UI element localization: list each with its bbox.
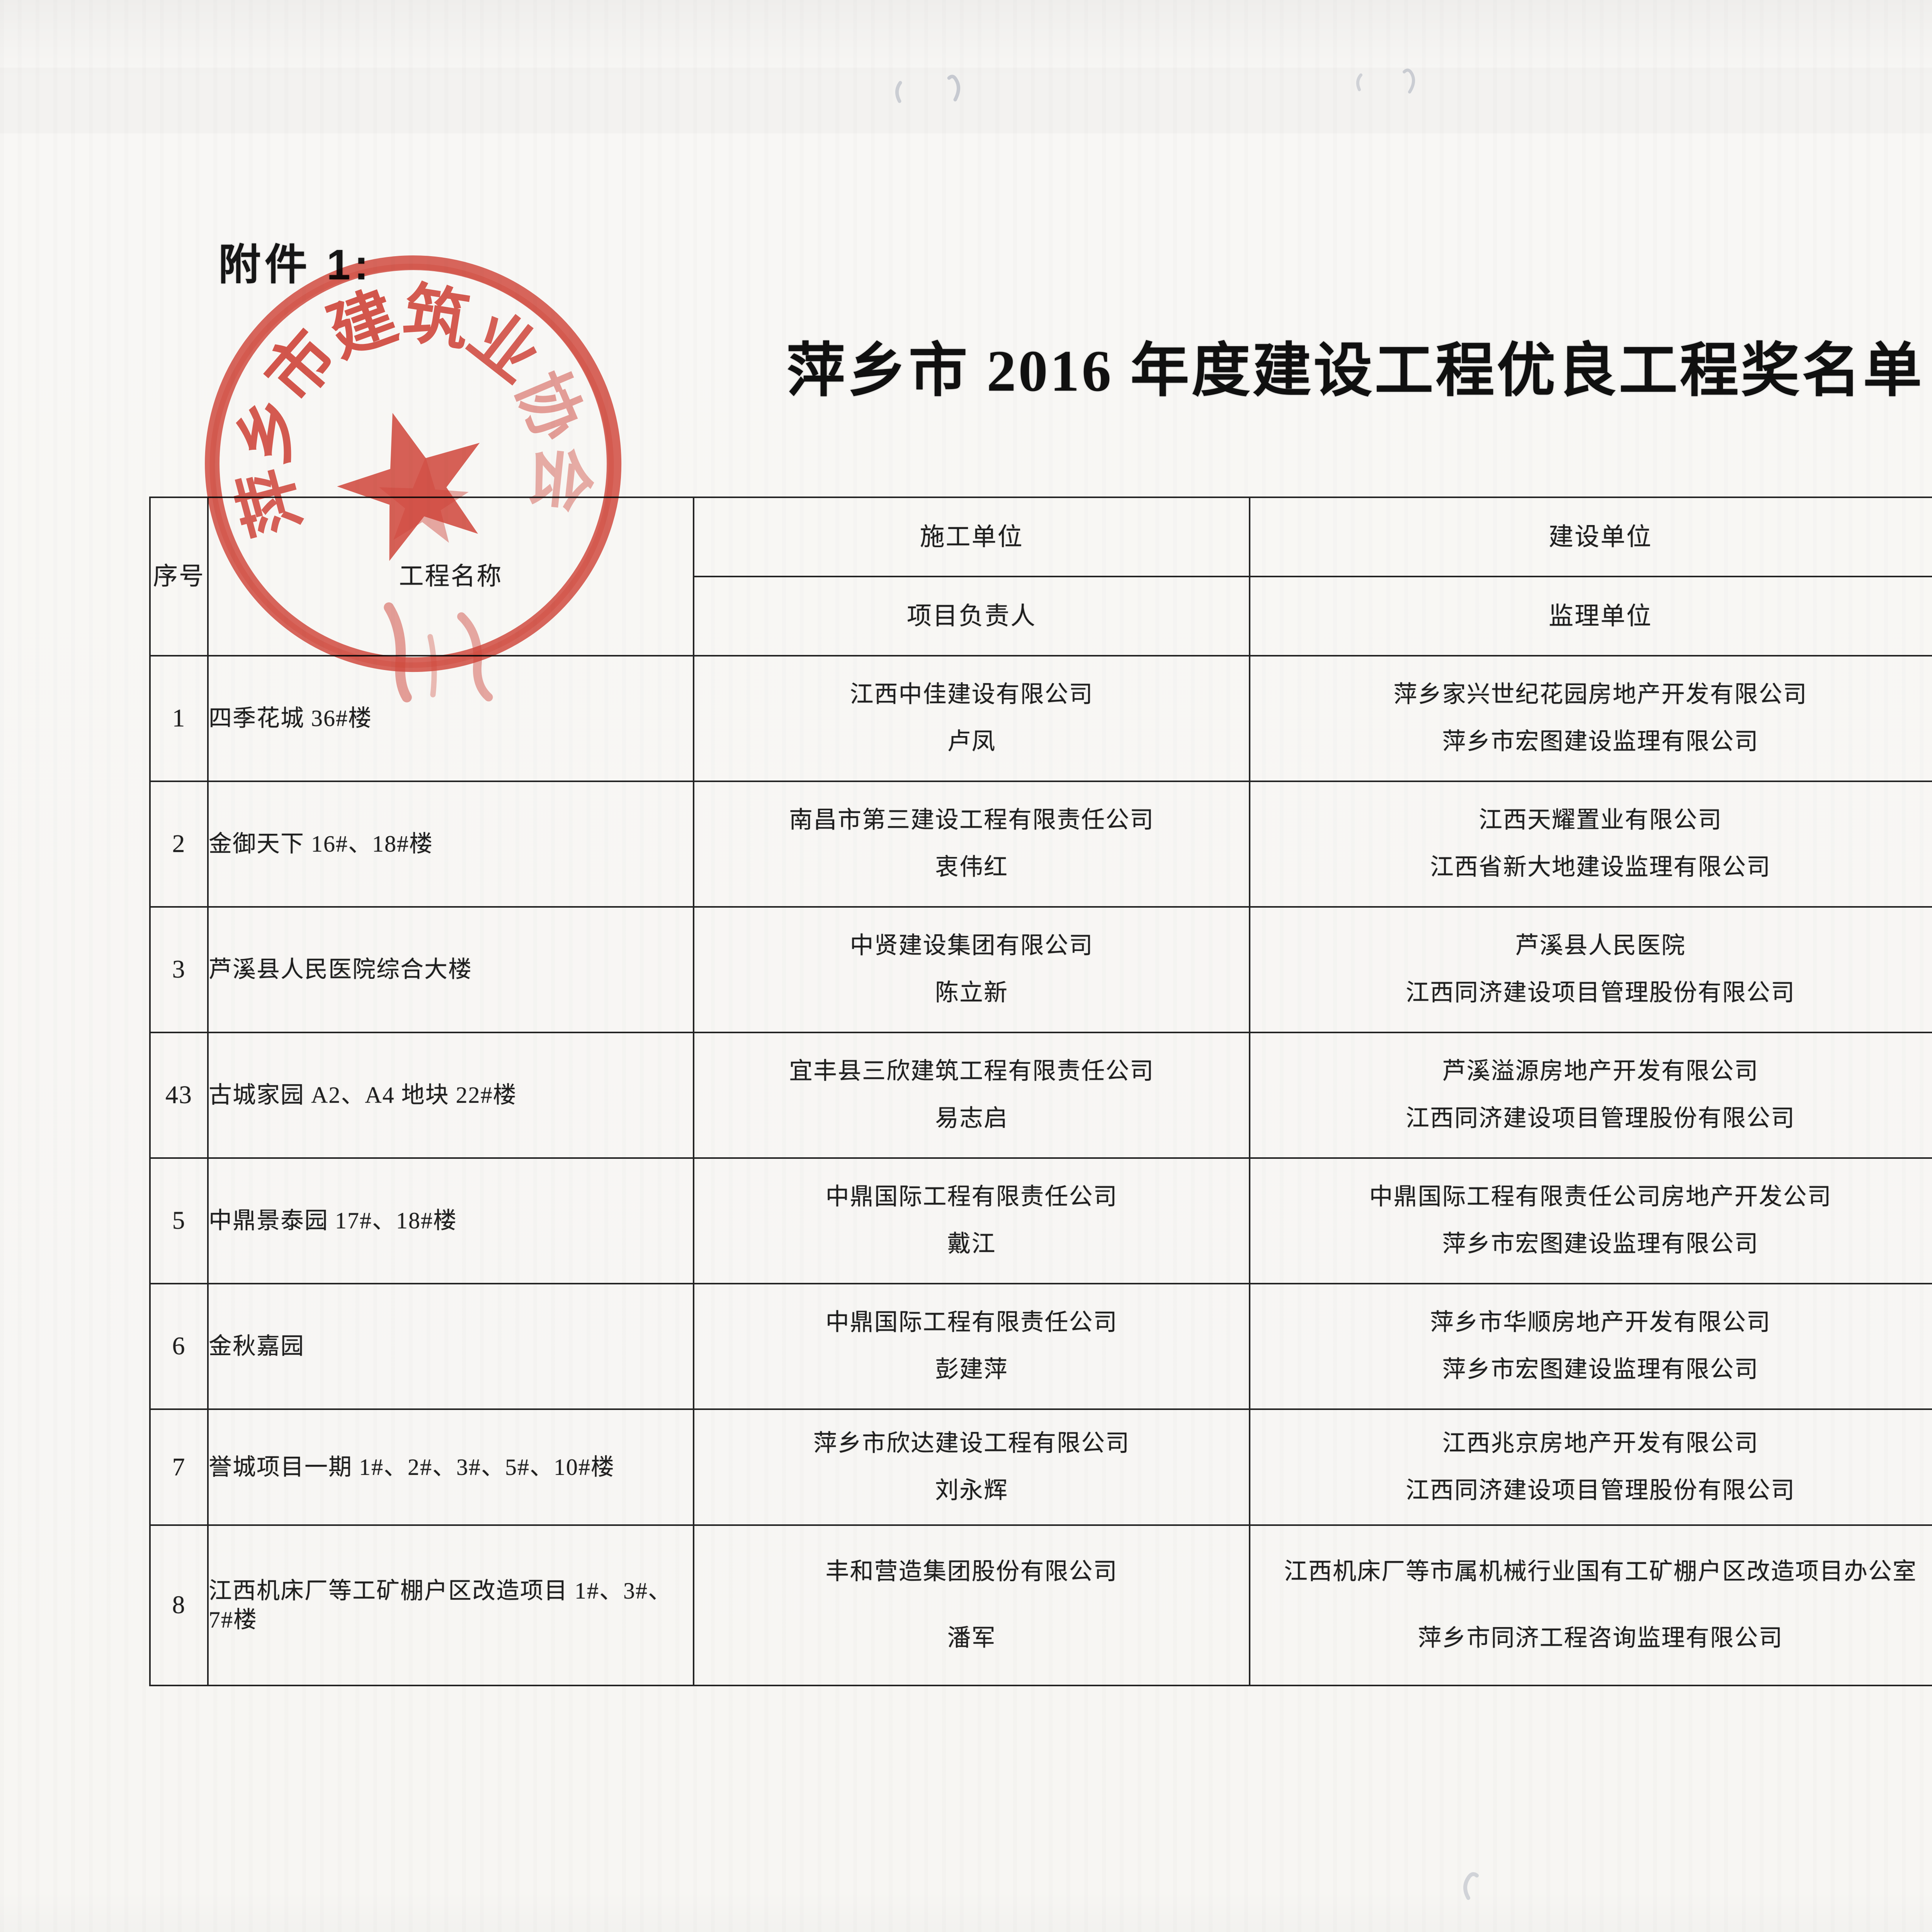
builder-name: 萍乡市华顺房地产开发有限公司 <box>1430 1310 1771 1336</box>
builder-name: 萍乡家兴世纪花园房地产开发有限公司 <box>1393 682 1808 708</box>
manager-name: 彭建萍 <box>935 1357 1008 1383</box>
builder-name: 江西兆京房地产开发有限公司 <box>1442 1430 1759 1456</box>
attachment-label: 附件 1: <box>218 241 372 289</box>
cell-constructor-manager: 宜丰县三欣建筑工程有限责任公司 易志启 <box>693 1032 1250 1159</box>
header-constructor: 施工单位 <box>693 497 1250 577</box>
pencil-mark <box>1463 1872 1479 1900</box>
cell-constructor-manager: 南昌市第三建设工程有限责任公司 衷伟红 <box>693 781 1250 908</box>
table-row: 5 中鼎景泰园 17#、18#楼 中鼎国际工程有限责任公司 戴江 中鼎国际工程有… <box>149 1157 1932 1284</box>
cell-project-name: 江西机床厂等工矿棚户区改造项目 1#、3#、7#楼 <box>207 1524 694 1686</box>
cell-project-name: 金秋嘉园 <box>207 1283 694 1410</box>
constructor-name: 中贤建设集团有限公司 <box>850 933 1094 959</box>
cell-builder-supervisor: 萍乡市华顺房地产开发有限公司 萍乡市宏图建设监理有限公司 <box>1249 1283 1932 1410</box>
table-row: 43 古城家园 A2、A4 地块 22#楼 宜丰县三欣建筑工程有限责任公司 易志… <box>149 1032 1932 1159</box>
cell-constructor-manager: 江西中佳建设有限公司 卢凤 <box>693 655 1250 782</box>
supervisor-name: 江西同济建设项目管理股份有限公司 <box>1405 980 1795 1006</box>
cell-constructor-manager: 中鼎国际工程有限责任公司 戴江 <box>693 1157 1250 1284</box>
table-row: 6 金秋嘉园 中鼎国际工程有限责任公司 彭建萍 萍乡市华顺房地产开发有限公司 萍… <box>149 1283 1932 1410</box>
builder-name: 江西机床厂等市属机械行业国有工矿棚户区改造项目办公室 <box>1284 1559 1917 1585</box>
cell-constructor-manager: 萍乡市欣达建设工程有限公司 刘永辉 <box>693 1408 1250 1526</box>
cell-constructor-manager: 丰和营造集团股份有限公司 潘军 <box>693 1524 1250 1686</box>
scan-artifact-band <box>0 68 1932 133</box>
manager-name: 衷伟红 <box>935 854 1008 881</box>
cell-builder-supervisor: 芦溪溢源房地产开发有限公司 江西同济建设项目管理股份有限公司 <box>1249 1032 1932 1159</box>
table-row: 2 金御天下 16#、18#楼 南昌市第三建设工程有限责任公司 衷伟红 江西天耀… <box>149 781 1932 908</box>
cell-builder-supervisor: 芦溪县人民医院 江西同济建设项目管理股份有限公司 <box>1249 906 1932 1033</box>
manager-name: 卢凤 <box>947 729 996 755</box>
supervisor-name: 萍乡市宏图建设监理有限公司 <box>1442 1357 1759 1383</box>
supervisor-name: 萍乡市宏图建设监理有限公司 <box>1442 729 1759 755</box>
cell-index: 6 <box>149 1283 209 1410</box>
header-manager: 项目负责人 <box>693 576 1250 656</box>
manager-name: 刘永辉 <box>935 1477 1008 1503</box>
page-title: 萍乡市 2016 年度建设工程优良工程奖名单 <box>786 338 1924 403</box>
table-body: 1 四季花城 36#楼 江西中佳建设有限公司 卢凤 萍乡家兴世纪花园房地产开发有… <box>149 655 1932 1686</box>
header-index: 序号 <box>149 497 209 656</box>
cell-constructor-manager: 中鼎国际工程有限责任公司 彭建萍 <box>693 1283 1250 1410</box>
table-header: 序号 工程名称 施工单位 建设单位 工程类别 建筑面积 开工时间 备注 项目负责… <box>149 497 1932 656</box>
builder-name: 江西天耀置业有限公司 <box>1478 807 1722 833</box>
table-row: 1 四季花城 36#楼 江西中佳建设有限公司 卢凤 萍乡家兴世纪花园房地产开发有… <box>149 655 1932 782</box>
table-row: 3 芦溪县人民医院综合大楼 中贤建设集团有限公司 陈立新 芦溪县人民医院 江西同… <box>149 906 1932 1033</box>
table-row: 8 江西机床厂等工矿棚户区改造项目 1#、3#、7#楼 丰和营造集团股份有限公司… <box>149 1524 1932 1686</box>
constructor-name: 萍乡市欣达建设工程有限公司 <box>813 1430 1130 1456</box>
award-table: 序号 工程名称 施工单位 建设单位 工程类别 建筑面积 开工时间 备注 项目负责… <box>149 497 1932 1686</box>
constructor-name: 南昌市第三建设工程有限责任公司 <box>789 807 1154 833</box>
cell-project-name: 金御天下 16#、18#楼 <box>207 781 694 908</box>
manager-name: 戴江 <box>947 1231 996 1257</box>
cell-index: 2 <box>149 781 209 908</box>
header-builder: 建设单位 <box>1249 497 1932 577</box>
constructor-name: 江西中佳建设有限公司 <box>850 682 1094 708</box>
supervisor-name: 萍乡市宏图建设监理有限公司 <box>1442 1231 1759 1257</box>
cell-project-name: 中鼎景泰园 17#、18#楼 <box>207 1157 694 1284</box>
supervisor-name: 江西同济建设项目管理股份有限公司 <box>1405 1105 1795 1132</box>
cell-project-name: 芦溪县人民医院综合大楼 <box>207 906 694 1033</box>
cell-project-name: 四季花城 36#楼 <box>207 655 694 782</box>
header-project-name: 工程名称 <box>207 497 694 656</box>
builder-name: 芦溪县人民医院 <box>1515 933 1686 959</box>
cell-builder-supervisor: 萍乡家兴世纪花园房地产开发有限公司 萍乡市宏图建设监理有限公司 <box>1249 655 1932 782</box>
constructor-name: 宜丰县三欣建筑工程有限责任公司 <box>789 1058 1154 1085</box>
builder-name: 芦溪溢源房地产开发有限公司 <box>1442 1058 1759 1085</box>
supervisor-name: 江西省新大地建设监理有限公司 <box>1430 854 1771 881</box>
cell-index: 43 <box>149 1032 209 1159</box>
constructor-name: 丰和营造集团股份有限公司 <box>825 1559 1118 1585</box>
cell-constructor-manager: 中贤建设集团有限公司 陈立新 <box>693 906 1250 1033</box>
table-row: 7 誉城项目一期 1#、2#、3#、5#、10#楼 萍乡市欣达建设工程有限公司 … <box>149 1408 1932 1526</box>
cell-index: 3 <box>149 906 209 1033</box>
manager-name: 易志启 <box>935 1105 1008 1132</box>
cell-index: 5 <box>149 1157 209 1284</box>
cell-builder-supervisor: 中鼎国际工程有限责任公司房地产开发公司 萍乡市宏图建设监理有限公司 <box>1249 1157 1932 1284</box>
header-supervisor: 监理单位 <box>1249 576 1932 656</box>
cell-index: 1 <box>149 655 209 782</box>
manager-name: 潘军 <box>947 1625 996 1651</box>
constructor-name: 中鼎国际工程有限责任公司 <box>825 1310 1118 1336</box>
cell-builder-supervisor: 江西兆京房地产开发有限公司 江西同济建设项目管理股份有限公司 <box>1249 1408 1932 1526</box>
constructor-name: 中鼎国际工程有限责任公司 <box>825 1184 1118 1210</box>
cell-builder-supervisor: 江西天耀置业有限公司 江西省新大地建设监理有限公司 <box>1249 781 1932 908</box>
supervisor-name: 萍乡市同济工程咨询监理有限公司 <box>1418 1625 1783 1651</box>
cell-index: 8 <box>149 1524 209 1686</box>
cell-project-name: 古城家园 A2、A4 地块 22#楼 <box>207 1032 694 1159</box>
builder-name: 中鼎国际工程有限责任公司房地产开发公司 <box>1369 1184 1832 1210</box>
cell-project-name: 誉城项目一期 1#、2#、3#、5#、10#楼 <box>207 1408 694 1526</box>
supervisor-name: 江西同济建设项目管理股份有限公司 <box>1405 1477 1795 1503</box>
cell-builder-supervisor: 江西机床厂等市属机械行业国有工矿棚户区改造项目办公室 萍乡市同济工程咨询监理有限… <box>1249 1524 1932 1686</box>
header-index-label: 序号 <box>153 563 205 590</box>
manager-name: 陈立新 <box>935 980 1008 1006</box>
cell-index: 7 <box>149 1408 209 1526</box>
